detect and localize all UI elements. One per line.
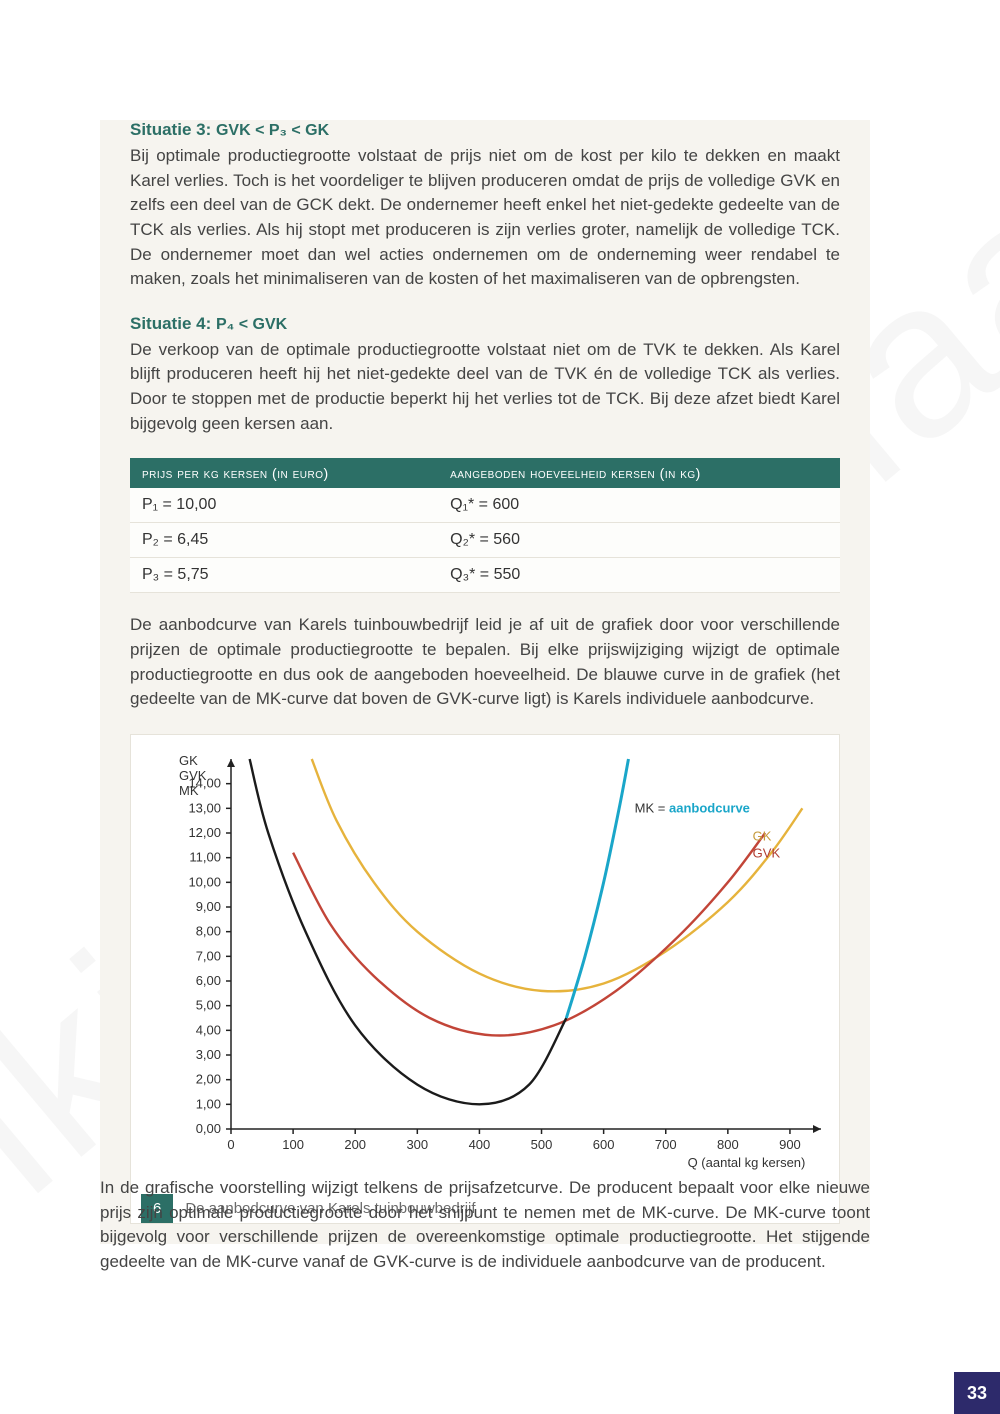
table-row: P₃ = 5,75 Q₃* = 550 (130, 558, 840, 593)
table-cell-qty: Q₁* = 600 (438, 488, 840, 523)
svg-text:10,00: 10,00 (188, 874, 221, 889)
svg-text:500: 500 (531, 1137, 553, 1152)
table-cell-qty: Q₃* = 550 (438, 558, 840, 593)
table-header-price: prijs per kg kersen (in euro) (130, 458, 438, 488)
table-header-quantity: aangeboden hoeveelheid kersen (in kg) (438, 458, 840, 488)
svg-text:5,00: 5,00 (196, 998, 221, 1013)
svg-text:200: 200 (344, 1137, 366, 1152)
svg-text:8,00: 8,00 (196, 924, 221, 939)
table-cell-qty: Q₂* = 560 (438, 523, 840, 558)
svg-text:300: 300 (406, 1137, 428, 1152)
section3-heading-formula: GVK < P₃ < GK (216, 122, 329, 139)
table-row: P₁ = 10,00 Q₁* = 600 (130, 488, 840, 523)
content-band: Situatie 3: GVK < P₃ < GK Bij optimale p… (100, 120, 870, 1244)
svg-text:3,00: 3,00 (196, 1047, 221, 1062)
svg-text:GK: GK (753, 828, 772, 843)
page-number: 33 (954, 1372, 1000, 1414)
svg-text:9,00: 9,00 (196, 899, 221, 914)
cost-curves-chart: 14,0013,0012,0011,0010,009,008,007,006,0… (141, 749, 841, 1179)
svg-text:800: 800 (717, 1137, 739, 1152)
below-band-text: In de grafische voorstelling wijzigt tel… (100, 1176, 870, 1297)
after-table-body: De aanbodcurve van Karels tuinbouwbedrij… (130, 613, 840, 712)
svg-text:1,00: 1,00 (196, 1096, 221, 1111)
svg-text:11,00: 11,00 (189, 850, 221, 865)
svg-text:7,00: 7,00 (196, 948, 221, 963)
table-cell-price: P₂ = 6,45 (130, 523, 438, 558)
table-row: P₂ = 6,45 Q₂* = 560 (130, 523, 840, 558)
chart-container: 14,0013,0012,0011,0010,009,008,007,006,0… (130, 734, 840, 1224)
section4-heading: Situatie 4: P₄ < GVK (130, 314, 840, 334)
section3-body: Bij optimale productiegrootte volstaat d… (130, 144, 840, 292)
table-cell-price: P₃ = 5,75 (130, 558, 438, 593)
svg-text:13,00: 13,00 (188, 800, 221, 815)
svg-text:MK: MK (179, 783, 199, 798)
svg-text:MK = aanbodcurve: MK = aanbodcurve (635, 800, 750, 815)
svg-text:2,00: 2,00 (196, 1072, 221, 1087)
table-cell-price: P₁ = 10,00 (130, 488, 438, 523)
svg-text:100: 100 (282, 1137, 304, 1152)
svg-text:700: 700 (655, 1137, 677, 1152)
section3-heading-prefix: Situatie 3: (130, 120, 216, 139)
svg-text:12,00: 12,00 (188, 825, 221, 840)
svg-text:600: 600 (593, 1137, 615, 1152)
bottom-body: In de grafische voorstelling wijzigt tel… (100, 1176, 870, 1275)
section4-heading-formula: P₄ < GVK (216, 316, 287, 333)
svg-text:GVK: GVK (753, 846, 781, 861)
svg-text:0,00: 0,00 (196, 1121, 221, 1136)
section4-body: De verkoop van de optimale productiegroo… (130, 338, 840, 437)
svg-text:0: 0 (227, 1137, 234, 1152)
svg-text:400: 400 (469, 1137, 491, 1152)
svg-text:900: 900 (779, 1137, 801, 1152)
price-quantity-table: prijs per kg kersen (in euro) aangeboden… (130, 458, 840, 593)
svg-text:GVK: GVK (179, 768, 207, 783)
svg-text:Q (aantal kg kersen): Q (aantal kg kersen) (688, 1155, 806, 1170)
svg-text:6,00: 6,00 (196, 973, 221, 988)
section4-heading-prefix: Situatie 4: (130, 314, 216, 333)
section3-heading: Situatie 3: GVK < P₃ < GK (130, 120, 840, 140)
svg-text:4,00: 4,00 (196, 1022, 221, 1037)
svg-text:GK: GK (179, 753, 198, 768)
